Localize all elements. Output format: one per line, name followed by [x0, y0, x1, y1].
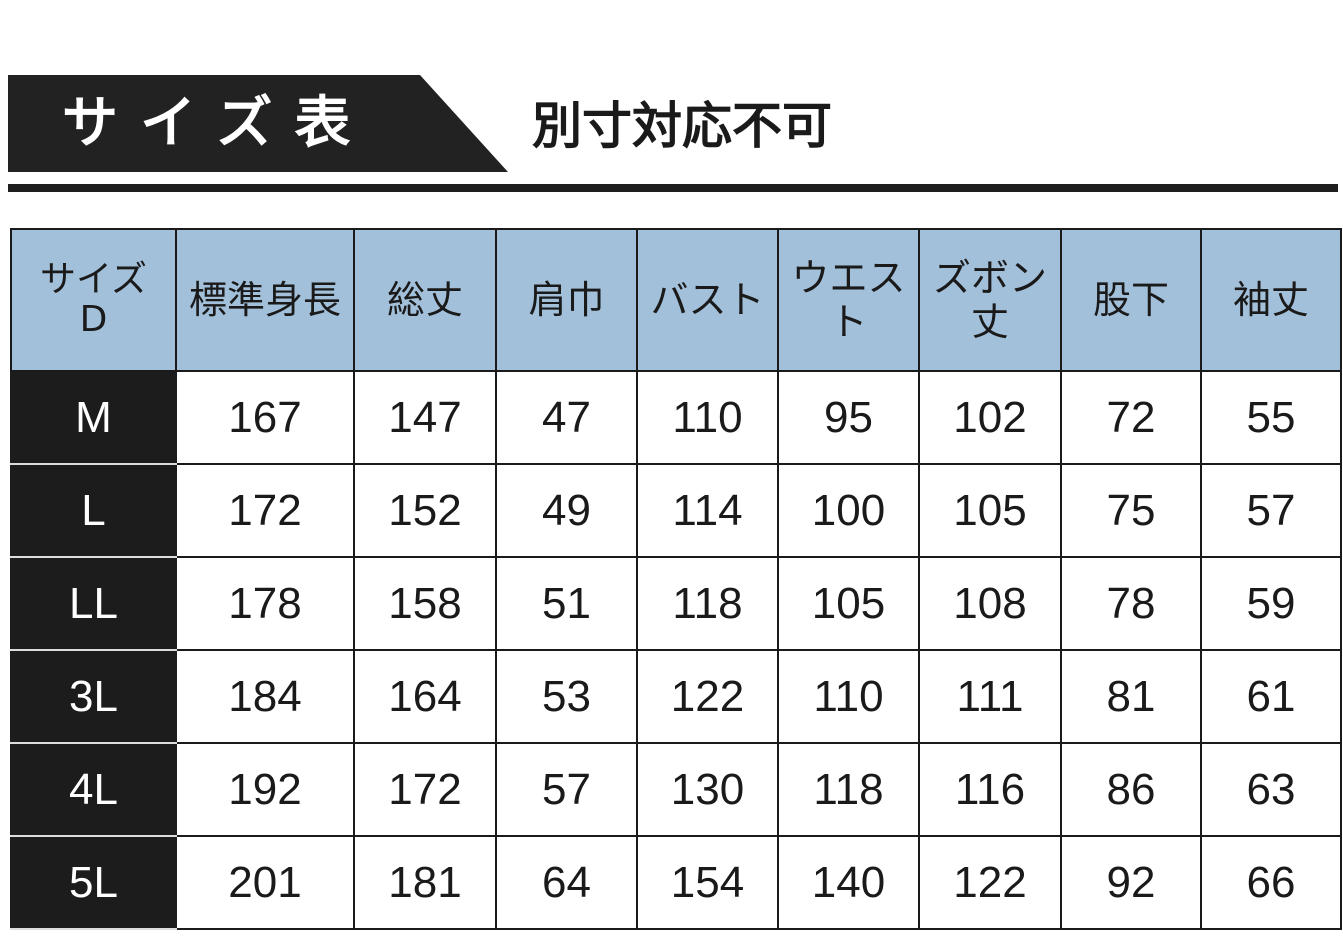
table-row: LL 178 158 51 118 105 108 78 59: [10, 556, 1342, 651]
measurement-cell: 95: [777, 370, 920, 465]
measurement-cell: 167: [175, 370, 355, 465]
measurement-cell: 102: [918, 370, 1062, 465]
size-label: 4L: [10, 742, 177, 837]
measurement-cell: 172: [175, 463, 355, 558]
measurement-cell: 110: [636, 370, 779, 465]
measurement-cell: 154: [636, 835, 779, 930]
measurement-cell: 64: [495, 835, 638, 930]
size-label: L: [10, 463, 177, 558]
measurement-cell: 192: [175, 742, 355, 837]
column-header: 肩巾: [495, 228, 638, 372]
column-header: 股下: [1060, 228, 1202, 372]
measurement-cell: 164: [353, 649, 497, 744]
measurement-cell: 105: [777, 556, 920, 651]
measurement-cell: 147: [353, 370, 497, 465]
measurement-cell: 66: [1200, 835, 1342, 930]
table-row: 5L 201 181 64 154 140 122 92 66: [10, 835, 1342, 930]
measurement-cell: 122: [636, 649, 779, 744]
measurement-cell: 122: [918, 835, 1062, 930]
measurement-cell: 57: [495, 742, 638, 837]
measurement-cell: 75: [1060, 463, 1202, 558]
measurement-cell: 158: [353, 556, 497, 651]
measurement-cell: 51: [495, 556, 638, 651]
measurement-cell: 100: [777, 463, 920, 558]
measurement-cell: 49: [495, 463, 638, 558]
size-table: サイズ D 標準身長 総丈 肩巾 バスト ウエスト ズボン丈 股下 袖丈 M 167 147 47 11…: [10, 228, 1342, 930]
column-header: ウエスト: [777, 228, 920, 372]
table-row: M 167 147 47 110 95 102 72 55: [10, 370, 1342, 465]
measurement-cell: 108: [918, 556, 1062, 651]
measurement-cell: 172: [353, 742, 497, 837]
measurement-cell: 111: [918, 649, 1062, 744]
table-row: 4L 192 172 57 130 118 116 86 63: [10, 742, 1342, 837]
measurement-cell: 86: [1060, 742, 1202, 837]
size-label: 3L: [10, 649, 177, 744]
column-header: ズボン丈: [918, 228, 1062, 372]
measurement-cell: 116: [918, 742, 1062, 837]
measurement-cell: 184: [175, 649, 355, 744]
measurement-cell: 114: [636, 463, 779, 558]
column-header: バスト: [636, 228, 779, 372]
measurement-cell: 118: [777, 742, 920, 837]
measurement-cell: 81: [1060, 649, 1202, 744]
measurement-cell: 110: [777, 649, 920, 744]
column-header: 標準身長: [175, 228, 355, 372]
divider: [8, 184, 1338, 192]
measurement-cell: 57: [1200, 463, 1342, 558]
measurement-cell: 53: [495, 649, 638, 744]
measurement-cell: 59: [1200, 556, 1342, 651]
title-banner: [8, 75, 508, 172]
measurement-cell: 63: [1200, 742, 1342, 837]
measurement-cell: 72: [1060, 370, 1202, 465]
column-header: 総丈: [353, 228, 497, 372]
table-row: 3L 184 164 53 122 110 111 81 61: [10, 649, 1342, 744]
measurement-cell: 47: [495, 370, 638, 465]
measurement-cell: 201: [175, 835, 355, 930]
measurement-cell: 118: [636, 556, 779, 651]
measurement-cell: 55: [1200, 370, 1342, 465]
measurement-cell: 61: [1200, 649, 1342, 744]
measurement-cell: 152: [353, 463, 497, 558]
column-header: 袖丈: [1200, 228, 1342, 372]
measurement-cell: 92: [1060, 835, 1202, 930]
custom-size-note: 別寸対応不可: [532, 97, 832, 155]
measurement-cell: 78: [1060, 556, 1202, 651]
size-label: 5L: [10, 835, 177, 930]
measurement-cell: 178: [175, 556, 355, 651]
measurement-cell: 105: [918, 463, 1062, 558]
table-row: L 172 152 49 114 100 105 75 57: [10, 463, 1342, 558]
size-label: M: [10, 370, 177, 465]
measurement-cell: 130: [636, 742, 779, 837]
measurement-cell: 181: [353, 835, 497, 930]
size-label: LL: [10, 556, 177, 651]
column-header: サイズ D: [10, 228, 177, 372]
page-title: サイズ表: [62, 91, 373, 156]
measurement-cell: 140: [777, 835, 920, 930]
